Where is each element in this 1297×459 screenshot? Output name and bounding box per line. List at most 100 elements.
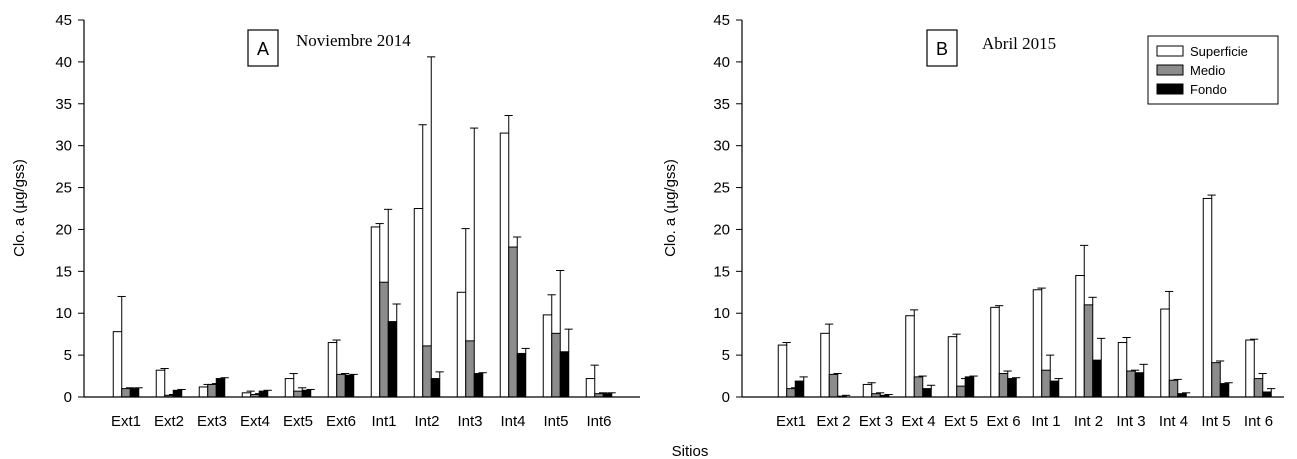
bar	[499, 132, 510, 398]
bar	[1007, 378, 1017, 398]
bar	[1134, 372, 1145, 398]
x-tick-label: Ext1	[776, 413, 806, 430]
bar	[551, 332, 561, 398]
bar	[1092, 359, 1102, 398]
bar	[777, 344, 788, 398]
bar	[964, 376, 975, 398]
x-tick-label: Ext2	[154, 413, 184, 430]
y-axis-label: Clo. a (µg/gss)	[662, 159, 679, 257]
x-tick-label: Int5	[543, 413, 568, 430]
panel-label: B	[936, 39, 948, 59]
panel-label-box	[247, 29, 279, 67]
x-tick-label: Ext 5	[944, 413, 978, 430]
bar	[1211, 362, 1221, 398]
bar	[456, 291, 467, 398]
legend-label: Fondo	[1190, 82, 1227, 97]
bar	[344, 374, 355, 398]
x-tick-label: Int 2	[1074, 413, 1103, 430]
bar	[905, 315, 915, 398]
bar	[820, 332, 830, 398]
chart-title: Noviembre 2014	[296, 31, 411, 50]
bar	[794, 380, 805, 398]
x-tick-label: Ext 3	[859, 413, 893, 430]
x-tick-label: Ext6	[326, 413, 356, 430]
x-tick-label: Int 1	[1031, 413, 1060, 430]
bar	[258, 390, 269, 398]
y-tick-label: 45	[713, 12, 730, 29]
bar	[862, 383, 873, 398]
x-tick-label: Int3	[457, 413, 482, 430]
x-tick-label: Ext1	[111, 413, 141, 430]
y-tick-label: 0	[722, 389, 730, 406]
y-tick-label: 10	[55, 305, 72, 322]
panel-label-box	[926, 29, 958, 67]
y-tick-label: 5	[64, 347, 72, 364]
x-tick-label: Int 4	[1159, 413, 1188, 430]
bar	[922, 388, 932, 398]
bar	[947, 336, 958, 398]
bar	[215, 378, 226, 398]
bar	[1075, 275, 1085, 398]
y-tick-label: 35	[713, 96, 730, 113]
bar	[155, 369, 166, 398]
x-axis-label: Sitios	[672, 443, 709, 459]
bar	[284, 378, 295, 398]
bar	[473, 373, 484, 398]
panel-label: A	[257, 39, 269, 59]
bar	[828, 373, 839, 398]
x-tick-label: Ext5	[283, 413, 313, 430]
y-tick-label: 25	[55, 180, 72, 197]
bar	[387, 321, 398, 398]
bar	[1262, 391, 1272, 398]
x-tick-label: Ext 2	[816, 413, 850, 430]
bar	[121, 388, 131, 398]
bar	[786, 388, 796, 398]
bar	[508, 246, 518, 398]
bar	[112, 331, 123, 398]
x-tick-label: Int 5	[1201, 413, 1230, 430]
y-tick-label: 40	[55, 54, 72, 71]
bar	[413, 208, 424, 398]
y-axis-label: Clo. a (µg/gss)	[11, 159, 28, 257]
bar	[1202, 197, 1213, 398]
x-tick-label: Int 3	[1116, 413, 1145, 430]
y-tick-label: 40	[713, 54, 730, 71]
legend-swatch	[1156, 64, 1184, 76]
y-tick-label: 20	[55, 221, 72, 238]
bar	[913, 376, 924, 398]
x-tick-label: Int 6	[1244, 413, 1273, 430]
bar	[430, 378, 441, 398]
bar	[1041, 369, 1051, 398]
bar	[998, 373, 1009, 398]
x-tick-label: Int1	[371, 413, 396, 430]
bar	[301, 389, 312, 398]
chart-title: Abril 2015	[982, 34, 1056, 53]
bar	[1032, 289, 1043, 398]
bar	[379, 281, 389, 398]
y-tick-label: 5	[722, 347, 730, 364]
bar	[1219, 383, 1230, 398]
legend-swatch	[1156, 45, 1184, 57]
legend: Superficie Medio Fondo	[1147, 35, 1279, 105]
y-tick-label: 35	[55, 96, 72, 113]
bar	[990, 306, 1000, 398]
y-tick-label: 10	[713, 305, 730, 322]
y-tick-label: 25	[713, 180, 730, 197]
bar	[293, 390, 303, 398]
bar	[1126, 370, 1136, 398]
bar	[956, 385, 966, 398]
bar	[465, 340, 475, 398]
bar	[1245, 339, 1255, 398]
x-tick-label: Int2	[414, 413, 439, 430]
chart-panel-a: 0 5 10 15 20 25 30 35 40 45 Ext1 Ext2 Ext3 Ext4 Ext5 Ex…	[11, 12, 640, 430]
bar	[1168, 379, 1179, 398]
legend-label: Medio	[1190, 63, 1225, 78]
bar	[207, 383, 217, 398]
x-tick-label: Int6	[586, 413, 611, 430]
bar	[172, 389, 183, 398]
bar	[585, 378, 596, 398]
bar	[1253, 378, 1264, 398]
bar	[129, 388, 140, 398]
bar	[516, 352, 527, 398]
